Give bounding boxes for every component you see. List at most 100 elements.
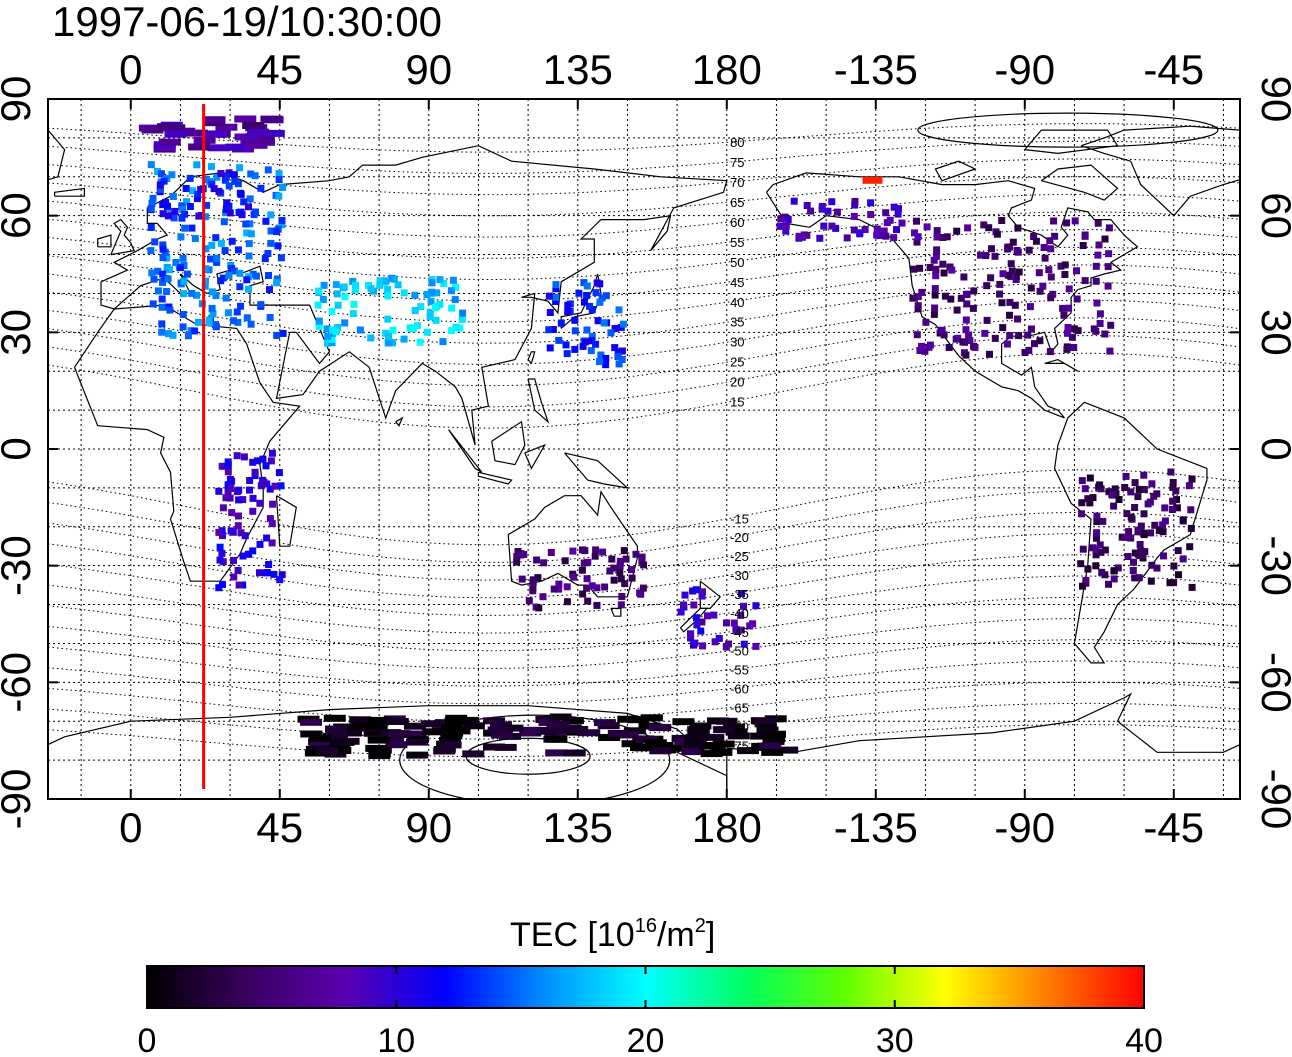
tec-cell	[828, 222, 836, 230]
tec-cell	[723, 619, 730, 627]
tec-cell	[234, 133, 257, 141]
tec-cell	[638, 557, 646, 565]
tec-cell	[867, 199, 875, 207]
tec-cell	[275, 170, 283, 178]
tec-cell	[1098, 568, 1106, 576]
tec-cell	[999, 324, 1007, 332]
tec-cell	[246, 477, 254, 484]
tec-cell	[1025, 346, 1033, 354]
tec-cell	[221, 247, 229, 255]
tec-cell	[228, 509, 236, 517]
tec-cell	[911, 229, 918, 237]
tec-cell	[333, 290, 341, 298]
coastline-path	[395, 416, 404, 427]
tec-cell	[619, 320, 627, 328]
tec-cell	[1024, 331, 1032, 339]
tec-cell	[1039, 282, 1047, 290]
tec-cell	[164, 212, 172, 220]
tec-cell	[1014, 315, 1021, 323]
tec-cell	[525, 597, 533, 605]
tec-cell	[686, 733, 709, 741]
top-lon-tick-label: -135	[834, 46, 918, 93]
tec-cell	[225, 182, 233, 190]
tec-cell	[456, 324, 464, 332]
magnetic-latitude-line	[48, 618, 1240, 669]
tec-cell	[592, 340, 600, 348]
south-magnetic-pole-oval	[399, 714, 671, 799]
tec-cell	[916, 264, 924, 272]
tec-cell	[257, 301, 265, 309]
tec-cell	[913, 238, 921, 246]
tec-cell	[941, 292, 949, 300]
tec-cell	[998, 217, 1006, 224]
tec-cell	[423, 328, 431, 336]
tec-cell	[261, 255, 269, 263]
tec-cell	[326, 731, 349, 739]
tec-cell	[914, 302, 922, 310]
tec-cell	[231, 177, 239, 185]
top-lon-tick-label: -90	[994, 46, 1055, 93]
tec-cell	[566, 726, 589, 733]
tec-cell	[759, 742, 782, 750]
magnetic-latitude-label: 70	[730, 175, 744, 190]
tec-cell	[252, 272, 260, 280]
tec-cell	[215, 487, 223, 495]
tec-cell	[154, 267, 162, 275]
tec-cell	[1131, 479, 1139, 487]
tec-cell	[563, 583, 571, 591]
tec-cell	[1073, 295, 1081, 303]
tec-cell	[195, 212, 203, 220]
tec-cell	[996, 290, 1003, 298]
tec-cell	[427, 298, 435, 306]
tec-cell	[1046, 348, 1054, 356]
tec-cell	[367, 334, 375, 342]
tec-cell	[713, 726, 736, 734]
bottom-lon-tick-label: -135	[834, 804, 918, 851]
tec-cell	[518, 575, 526, 583]
tec-cell	[1079, 242, 1087, 249]
tec-cell	[226, 209, 234, 217]
tec-cell	[1006, 311, 1013, 319]
tec-cell	[799, 233, 806, 241]
tec-cell	[191, 327, 199, 335]
tec-cell	[332, 328, 340, 336]
magnetic-latitude-line	[48, 264, 1240, 323]
tec-cell	[210, 185, 218, 193]
tec-cell	[308, 738, 330, 746]
tec-cell	[483, 743, 505, 751]
tec-cell	[156, 185, 164, 193]
tec-cell	[602, 292, 610, 300]
tec-cell	[271, 482, 279, 490]
tec-cell	[1004, 271, 1012, 279]
tec-cell	[277, 482, 285, 490]
tec-cell	[561, 557, 569, 565]
tec-cell	[689, 722, 712, 730]
tec-cell	[1032, 237, 1040, 245]
tec-cell	[1071, 217, 1079, 225]
tec-cell	[389, 326, 397, 334]
tec-cell	[580, 298, 588, 306]
tec-cell	[193, 291, 200, 299]
magnetic-latitude-label: -50	[730, 644, 749, 659]
tec-cell	[1124, 553, 1132, 560]
tec-cell	[191, 235, 199, 242]
tec-cell	[1147, 577, 1155, 585]
tec-cell	[1004, 245, 1012, 253]
tec-cell	[1187, 524, 1195, 532]
tec-cell	[324, 339, 331, 347]
tec-cell	[545, 292, 553, 300]
tec-cell	[933, 233, 941, 241]
tec-cell	[1079, 545, 1087, 553]
tec-cell	[403, 722, 426, 730]
tec-cell	[996, 280, 1004, 288]
tec-cell	[215, 528, 223, 536]
tec-cell	[986, 350, 993, 358]
tec-cell	[761, 748, 784, 756]
tec-cell	[790, 197, 798, 205]
tec-cell	[411, 291, 419, 299]
magnetic-latitude-label: -60	[730, 682, 749, 697]
tec-cell	[236, 164, 244, 172]
tec-cell	[725, 728, 748, 736]
tec-cell	[148, 200, 156, 207]
